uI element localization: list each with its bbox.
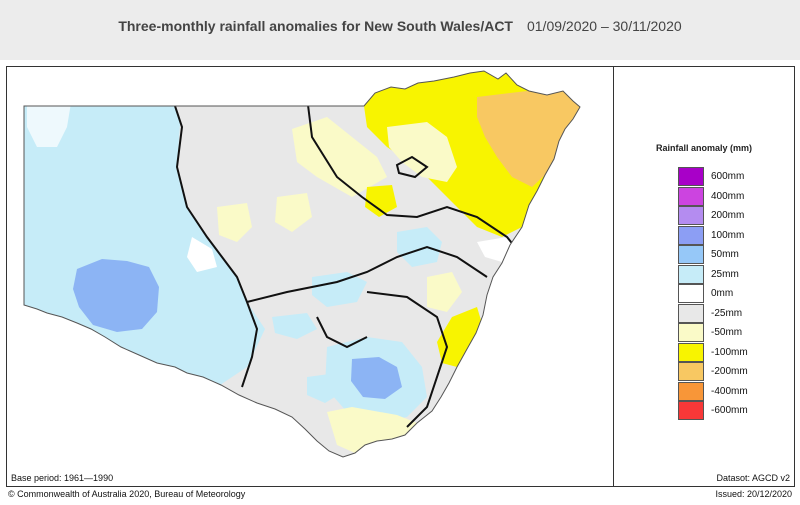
legend-item: 25mm xyxy=(678,264,788,285)
map-frame: Base period: 1961—1990 Rainfall anomaly … xyxy=(6,66,795,487)
legend-label: 100mm xyxy=(711,229,745,241)
legend-label: -600mm xyxy=(711,405,748,416)
legend-label: -200mm xyxy=(711,366,748,377)
legend-item: 600mm xyxy=(678,167,788,187)
legend-item: 400mm xyxy=(678,186,788,207)
legend-item: 200mm xyxy=(678,206,788,226)
legend-swatch xyxy=(678,362,704,381)
legend-swatch xyxy=(678,245,704,264)
map-title: Three-monthly rainfall anomalies for New… xyxy=(0,18,800,34)
legend-item: 50mm xyxy=(678,245,788,265)
legend-label: -50mm xyxy=(711,327,743,338)
legend-label: 600mm xyxy=(711,171,745,182)
legend-label: -100mm xyxy=(711,346,748,358)
legend-item: -600mm xyxy=(678,401,788,421)
legend-item: -50mm xyxy=(678,323,788,343)
legend-swatch xyxy=(678,323,704,342)
legend-label: 0mm xyxy=(711,288,734,299)
title-text: Three-monthly rainfall anomalies for New… xyxy=(118,18,513,34)
legend-item: 0mm xyxy=(678,284,788,304)
legend-swatch xyxy=(678,167,704,186)
legend-swatch xyxy=(678,284,704,303)
legend-label: 25mm xyxy=(711,268,739,280)
legend-item: -400mm xyxy=(678,381,788,402)
period-text: 01/09/2020 – 30/11/2020 xyxy=(526,18,682,34)
copyright-note: © Commonwealth of Australia 2020, Bureau… xyxy=(8,489,246,499)
legend-item: 100mm xyxy=(678,225,788,246)
legend-swatch xyxy=(678,303,704,323)
legend-swatch xyxy=(678,186,704,206)
legend-label: 50mm xyxy=(711,249,739,260)
legend-panel: Rainfall anomaly (mm) 600mm 400mm 200mm 100… xyxy=(614,67,794,486)
legend-swatch xyxy=(678,342,704,362)
legend-swatch xyxy=(678,225,704,245)
legend-label: -25mm xyxy=(711,307,743,319)
legend-swatches: 600mm 400mm 200mm 100mm 50mm 25mm 0mm -25mm -50m… xyxy=(678,167,788,421)
legend-item: -100mm xyxy=(678,342,788,363)
legend-label: 200mm xyxy=(711,210,745,221)
legend-swatch xyxy=(678,381,704,401)
dataset-note: Datasot: AGCD v2 xyxy=(716,473,790,483)
legend-swatch xyxy=(678,264,704,284)
legend-swatch xyxy=(678,206,704,225)
legend-label: 400mm xyxy=(711,190,745,202)
legend-item: -25mm xyxy=(678,303,788,324)
issued-date: Issued: 20/12/2020 xyxy=(715,489,792,499)
legend-swatch xyxy=(678,401,704,420)
base-period-note: Base period: 1961—1990 xyxy=(11,473,114,483)
map-panel: Base period: 1961—1990 xyxy=(7,67,614,486)
legend-label: -400mm xyxy=(711,385,748,397)
legend-title: Rainfall anomaly (mm) xyxy=(655,143,753,153)
title-bar: Three-monthly rainfall anomalies for New… xyxy=(0,0,800,60)
nsw-anomaly-map xyxy=(23,70,581,458)
legend-item: -200mm xyxy=(678,362,788,382)
